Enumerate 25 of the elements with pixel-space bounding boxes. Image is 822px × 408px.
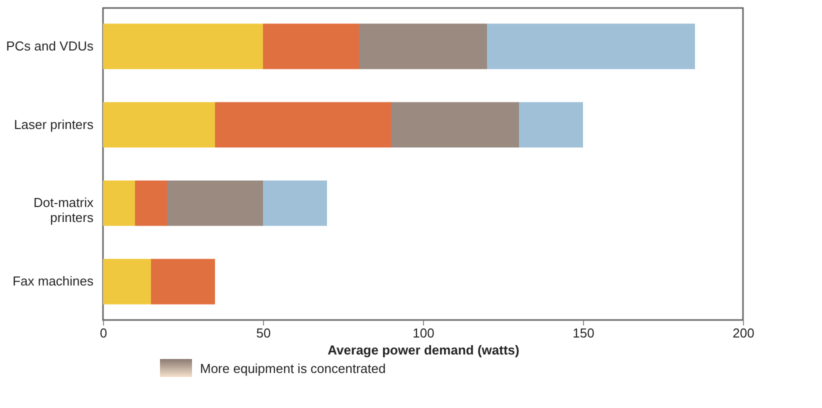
bar <box>263 24 359 70</box>
text: More equipment is concentrated <box>200 360 386 376</box>
y-tick-label: Laser printers <box>14 116 94 132</box>
x-tick-label: 100 <box>412 326 434 340</box>
bar <box>151 258 215 304</box>
bar <box>103 102 215 148</box>
bar <box>103 24 263 70</box>
x-tick-label: 0 <box>100 326 108 340</box>
x-tick-label: 150 <box>572 326 594 340</box>
x-axis-title: Average power demand (watts) <box>328 342 520 358</box>
bar <box>519 102 583 148</box>
bar <box>167 180 263 226</box>
bar <box>103 258 151 304</box>
y-tick-label: Fax machines <box>12 274 94 289</box>
bar <box>263 180 327 226</box>
bar <box>215 102 391 148</box>
bar <box>135 180 167 226</box>
x-tick-label: 50 <box>256 326 271 340</box>
y-tick-label: Dot-matrix printers <box>34 195 94 226</box>
x-tick-label: 200 <box>732 326 754 340</box>
bar <box>359 24 487 70</box>
bar <box>487 24 695 70</box>
y-tick-label: PCs and VDUs <box>6 38 94 54</box>
bar <box>103 180 135 226</box>
bar <box>391 102 519 148</box>
